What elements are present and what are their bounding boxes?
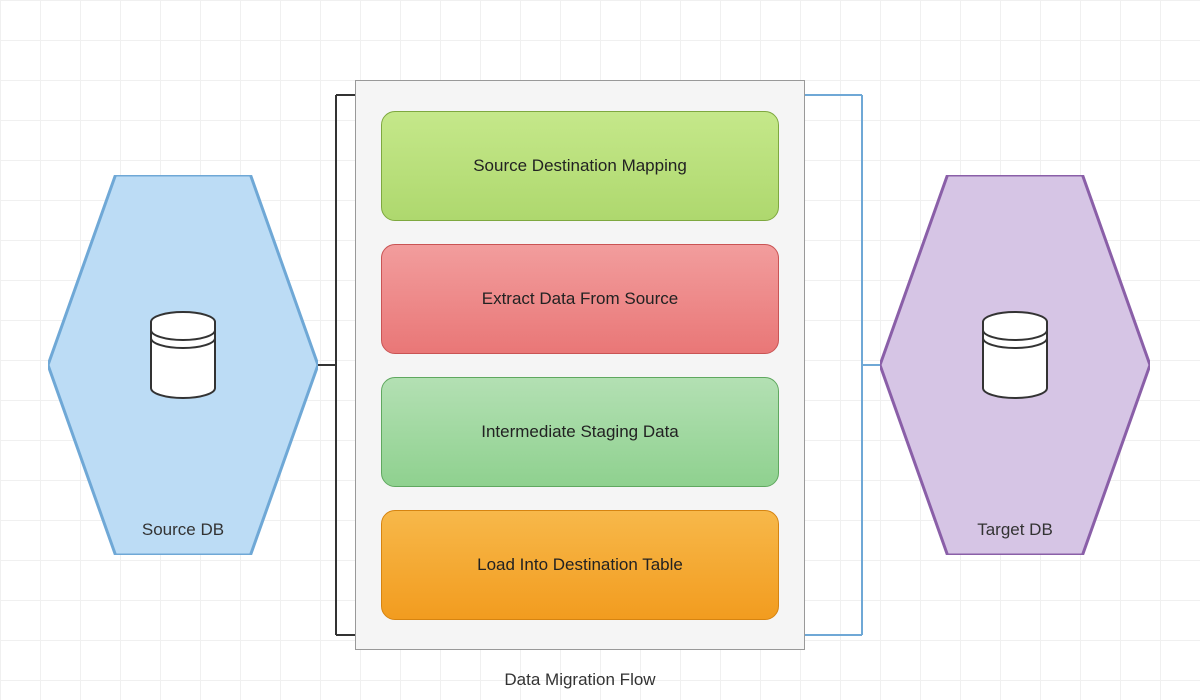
target-db-label: Target DB bbox=[880, 520, 1150, 540]
step-label: Extract Data From Source bbox=[482, 289, 679, 309]
step-intermediate-staging: Intermediate Staging Data bbox=[381, 377, 779, 487]
source-db-hexagon: Source DB bbox=[48, 175, 318, 555]
database-icon bbox=[981, 310, 1049, 400]
migration-flow-label: Data Migration Flow bbox=[355, 670, 805, 690]
step-label: Load Into Destination Table bbox=[477, 555, 683, 575]
database-icon bbox=[149, 310, 217, 400]
step-label: Source Destination Mapping bbox=[473, 156, 687, 176]
source-db-label: Source DB bbox=[48, 520, 318, 540]
step-extract-data: Extract Data From Source bbox=[381, 244, 779, 354]
migration-flow-container: Source Destination Mapping Extract Data … bbox=[355, 80, 805, 650]
step-label: Intermediate Staging Data bbox=[481, 422, 679, 442]
step-source-destination-mapping: Source Destination Mapping bbox=[381, 111, 779, 221]
diagram-canvas: Source DB Target DB Source Destination M… bbox=[0, 0, 1200, 700]
target-db-hexagon: Target DB bbox=[880, 175, 1150, 555]
step-load-destination: Load Into Destination Table bbox=[381, 510, 779, 620]
